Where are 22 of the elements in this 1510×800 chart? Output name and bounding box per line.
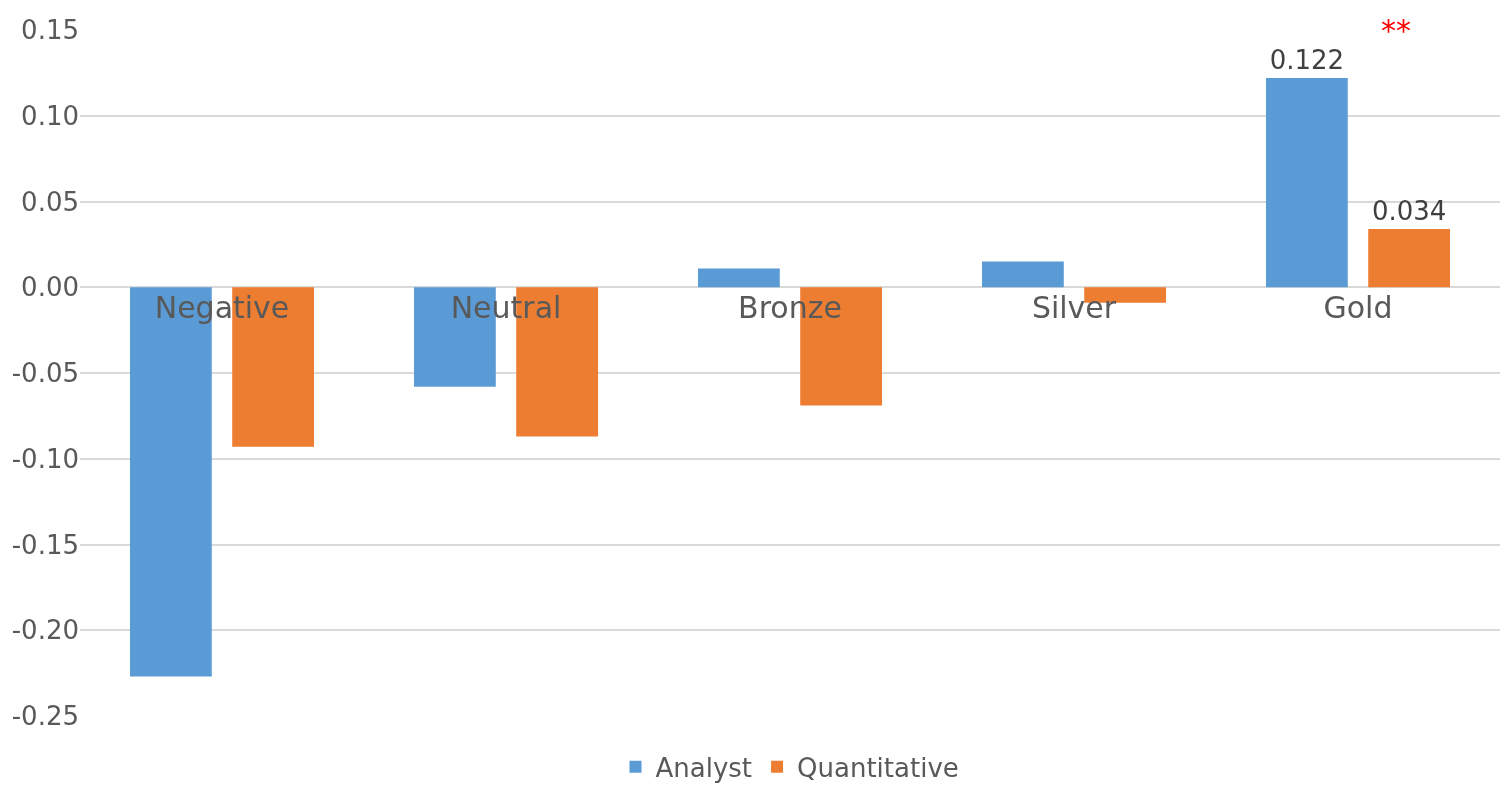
annotation: **	[1381, 13, 1411, 48]
x-tick-label: Silver	[1031, 290, 1117, 326]
x-tick-label: Negative	[154, 290, 290, 326]
data-label: 0.034	[1371, 195, 1447, 226]
y-tick-label: -0.10	[11, 443, 79, 474]
bar	[1265, 78, 1348, 288]
data-label: 0.122	[1269, 45, 1345, 76]
y-tick-label: -0.15	[11, 529, 79, 560]
y-tick-label: 0.05	[21, 186, 79, 217]
y-tick-label: 0.15	[21, 15, 79, 46]
bar	[1368, 228, 1451, 288]
bar	[981, 261, 1064, 288]
x-tick-label: Gold	[1323, 290, 1393, 326]
x-tick-label: Neutral	[450, 290, 562, 326]
y-tick-label: 0.00	[21, 272, 79, 303]
y-tick-label: -0.25	[11, 701, 79, 732]
y-tick-label: -0.05	[11, 358, 79, 389]
y-tick-label: 0.10	[21, 100, 79, 131]
bar	[697, 268, 780, 288]
legend-label: Quantitative	[797, 752, 959, 783]
legend-label: Analyst	[655, 752, 753, 783]
y-tick-label: -0.20	[11, 615, 79, 646]
